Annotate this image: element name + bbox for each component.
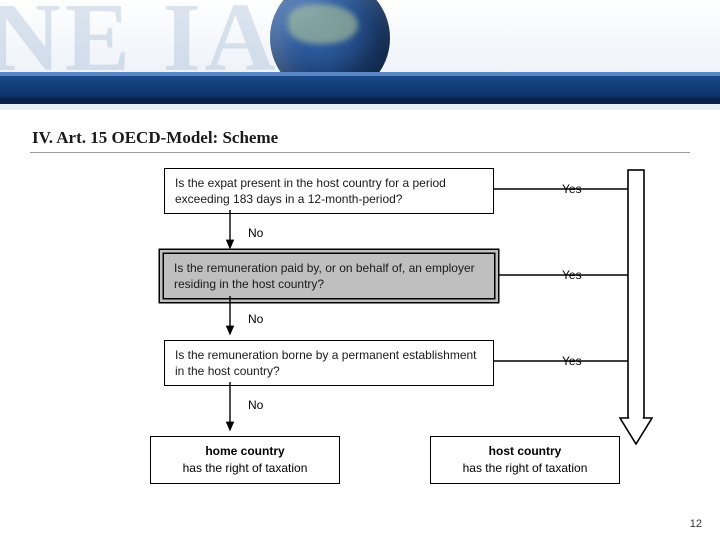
page-number: 12 <box>690 518 702 530</box>
big-yes-arrow <box>620 170 652 444</box>
banner-bar <box>0 72 720 104</box>
no-label-1: No <box>248 226 263 240</box>
no-label-3: No <box>248 398 263 412</box>
result-host-bold: host country <box>489 444 562 458</box>
question-box-3: Is the remuneration borne by a permanent… <box>164 340 494 386</box>
yes-label-3: Yes <box>562 354 582 368</box>
result-home-bold: home country <box>205 444 284 458</box>
question-box-1: Is the expat present in the host country… <box>164 168 494 214</box>
question-box-2: Is the remuneration paid by, or on behal… <box>164 254 494 298</box>
header-banner: NE IA <box>0 0 720 110</box>
result-host-rest: has the right of taxation <box>463 461 588 475</box>
no-label-2: No <box>248 312 263 326</box>
result-host: host country has the right of taxation <box>430 436 620 484</box>
title-underline <box>30 152 690 153</box>
result-home: home country has the right of taxation <box>150 436 340 484</box>
yes-label-2: Yes <box>562 268 582 282</box>
yes-label-1: Yes <box>562 182 582 196</box>
page-title: IV. Art. 15 OECD-Model: Scheme <box>32 128 278 148</box>
result-home-rest: has the right of taxation <box>183 461 308 475</box>
